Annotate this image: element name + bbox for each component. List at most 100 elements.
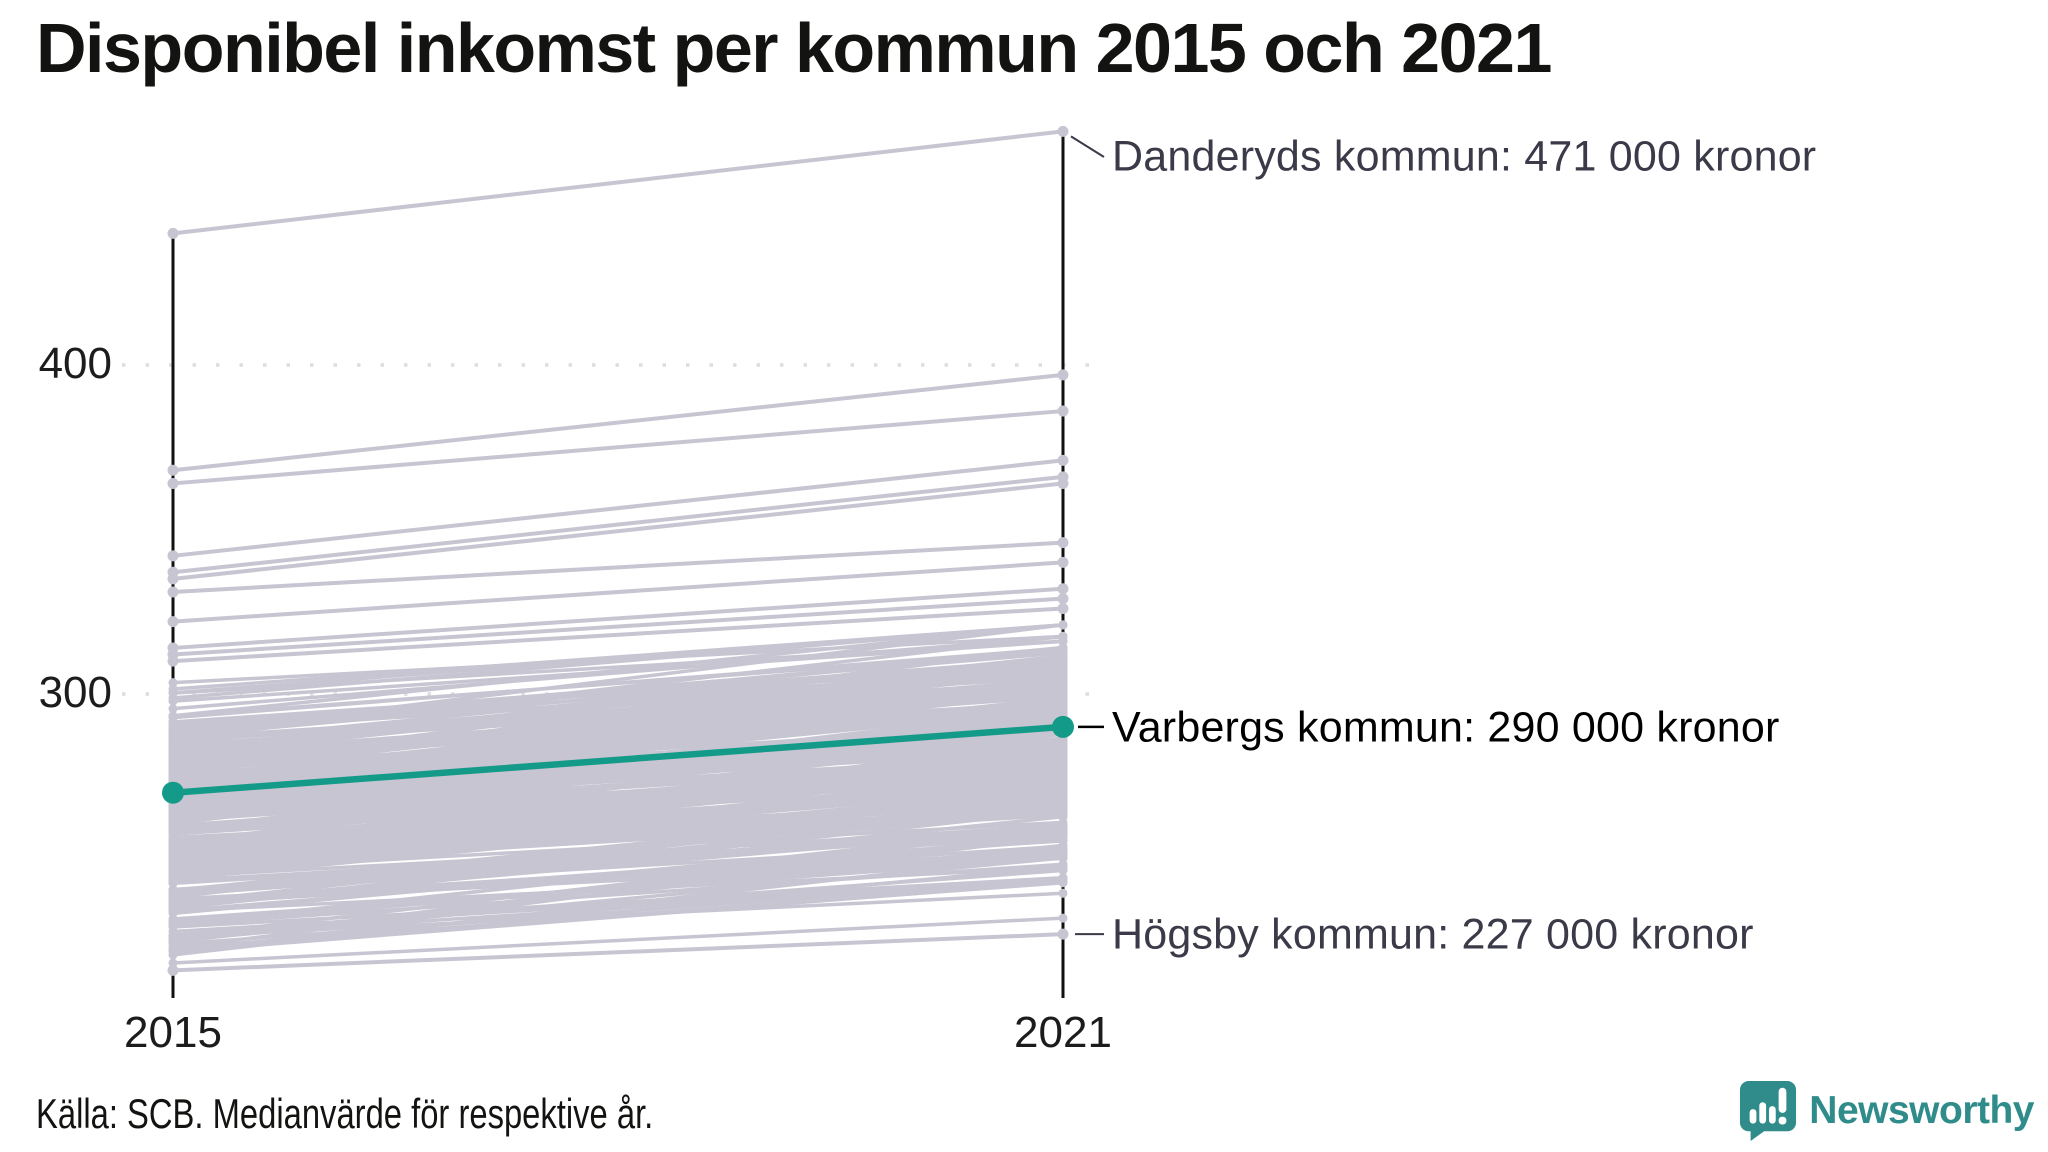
distinct-line bbox=[172, 606, 1064, 664]
band-line bbox=[172, 623, 1064, 695]
band-line-dot-2021 bbox=[1058, 859, 1068, 869]
band-line-dot-2015 bbox=[168, 767, 178, 777]
newsworthy-logo-text: Newsworthy bbox=[1809, 1089, 2034, 1132]
distinct-line bbox=[172, 474, 1064, 575]
band-line-dot-2021 bbox=[1058, 875, 1068, 885]
distinct-line bbox=[172, 540, 1064, 595]
band-line-dot-2015 bbox=[168, 678, 178, 688]
band-line-dot-2015 bbox=[168, 872, 178, 882]
distinct-line bbox=[172, 932, 1064, 973]
band-line-dot-2021 bbox=[1058, 750, 1068, 760]
band-line-dot-2015 bbox=[168, 939, 178, 949]
band-line bbox=[172, 838, 1064, 907]
distinct-line-dot-2021 bbox=[1057, 477, 1069, 489]
band-line-dot-2021 bbox=[1058, 632, 1068, 642]
band-line-dot-2021 bbox=[1058, 835, 1068, 845]
band-line bbox=[172, 623, 1064, 736]
distinct-line bbox=[172, 372, 1064, 473]
chart-title: Disponibel inkomst per kommun 2015 och 2… bbox=[36, 9, 1552, 87]
band-line-dot-2021 bbox=[1058, 620, 1068, 630]
band-line-dot-2015 bbox=[168, 920, 178, 930]
distinct-line-dot-2015 bbox=[167, 227, 179, 239]
band-line bbox=[172, 645, 1064, 739]
band-line bbox=[172, 782, 1064, 862]
band-line-dot-2015 bbox=[168, 810, 178, 820]
distinct-line-dot-2021 bbox=[1057, 369, 1069, 381]
band-line bbox=[172, 916, 1064, 965]
band-line-dot-2015 bbox=[168, 704, 178, 714]
distinct-line-dot-2021 bbox=[1057, 537, 1069, 549]
band-line-dot-2021 bbox=[1058, 844, 1068, 854]
x-label-2021: 2021 bbox=[1014, 1008, 1112, 1057]
band-line bbox=[172, 714, 1064, 769]
distinct-line-dot-2015 bbox=[167, 464, 179, 476]
band-line-dot-2015 bbox=[168, 837, 178, 847]
band-line-dot-2021 bbox=[1058, 826, 1068, 836]
distinct-line-dot-2021 bbox=[1057, 405, 1069, 417]
distinct-line-dot-2015 bbox=[167, 477, 179, 489]
distinct-line bbox=[172, 560, 1064, 624]
band-line-dot-2021 bbox=[1058, 785, 1068, 795]
highlight-line-varberg-dot-2015 bbox=[162, 781, 184, 804]
distinct-line bbox=[172, 409, 1064, 486]
distinct-line-dot-2021 bbox=[1057, 593, 1069, 605]
band-line-dot-2015 bbox=[168, 864, 178, 874]
band-line bbox=[172, 759, 1064, 860]
newsworthy-logo: Newsworthy bbox=[1739, 1080, 2034, 1142]
y-tick-300: 300 bbox=[38, 668, 112, 717]
band-line bbox=[172, 846, 1064, 927]
band-line-dot-2015 bbox=[168, 717, 178, 727]
band-line-dot-2021 bbox=[1058, 693, 1068, 703]
distinct-line-dot-2021 bbox=[1057, 125, 1069, 137]
distinct-line-dot-2021 bbox=[1057, 556, 1069, 568]
band-line bbox=[172, 864, 1064, 952]
band-line-dot-2015 bbox=[168, 803, 178, 813]
band-line bbox=[172, 623, 1064, 718]
band-line bbox=[172, 826, 1064, 879]
band-line bbox=[172, 635, 1064, 711]
distinct-line-dot-2015 bbox=[167, 964, 179, 976]
x-label-2015: 2015 bbox=[124, 1008, 222, 1057]
band-line-dot-2021 bbox=[1058, 802, 1068, 812]
distinct-line-dot-2015 bbox=[167, 550, 179, 562]
band-line-dot-2015 bbox=[168, 729, 178, 739]
distinct-line bbox=[172, 458, 1064, 558]
distinct-line bbox=[172, 481, 1064, 581]
distinct-line-dot-2015 bbox=[167, 655, 179, 667]
distinct-line-dot-2021 bbox=[1057, 583, 1069, 595]
annotation-hogsby: Högsby kommun: 227 000 kronor bbox=[1112, 910, 1754, 959]
band-line-dot-2021 bbox=[1058, 642, 1068, 652]
band-line-dot-2015 bbox=[168, 878, 178, 888]
distinct-line-dot-2021 bbox=[1057, 602, 1069, 614]
band-line-dot-2021 bbox=[1058, 757, 1068, 767]
highlight-line-varberg-dot-2021 bbox=[1052, 715, 1074, 738]
band-line bbox=[172, 788, 1064, 875]
annotation-danderyd: Danderyds kommun: 471 000 kronor bbox=[1112, 132, 1817, 181]
band-line bbox=[172, 862, 1064, 927]
band-line bbox=[172, 856, 1064, 943]
band-line-dot-2015 bbox=[168, 898, 178, 908]
band-line bbox=[172, 750, 1064, 859]
band-line-dot-2015 bbox=[168, 930, 178, 940]
annotation-varberg: Varbergs kommun: 290 000 kronor bbox=[1112, 703, 1780, 752]
distinct-line bbox=[172, 129, 1064, 236]
band-line-dot-2021 bbox=[1058, 853, 1068, 863]
band-line-dot-2021 bbox=[1058, 739, 1068, 749]
band-line-dot-2015 bbox=[168, 688, 178, 698]
distinct-line-dot-2015 bbox=[167, 616, 179, 628]
band-line-dot-2021 bbox=[1058, 794, 1068, 804]
distinct-line-dot-2015 bbox=[167, 573, 179, 585]
band-line bbox=[172, 829, 1064, 897]
band-line bbox=[172, 877, 1064, 946]
highlight-line-varberg bbox=[172, 723, 1064, 796]
connector-danderyd bbox=[1070, 135, 1105, 158]
band-line bbox=[172, 891, 1064, 939]
distinct-line-dot-2015 bbox=[167, 586, 179, 598]
band-line bbox=[172, 704, 1064, 755]
bar-chart-speech-bubble-icon bbox=[1740, 1081, 1797, 1141]
distinct-line bbox=[172, 586, 1064, 650]
band-line bbox=[172, 753, 1064, 810]
band-line-dot-2015 bbox=[168, 747, 178, 757]
distinct-line-dot-2021 bbox=[1057, 454, 1069, 466]
